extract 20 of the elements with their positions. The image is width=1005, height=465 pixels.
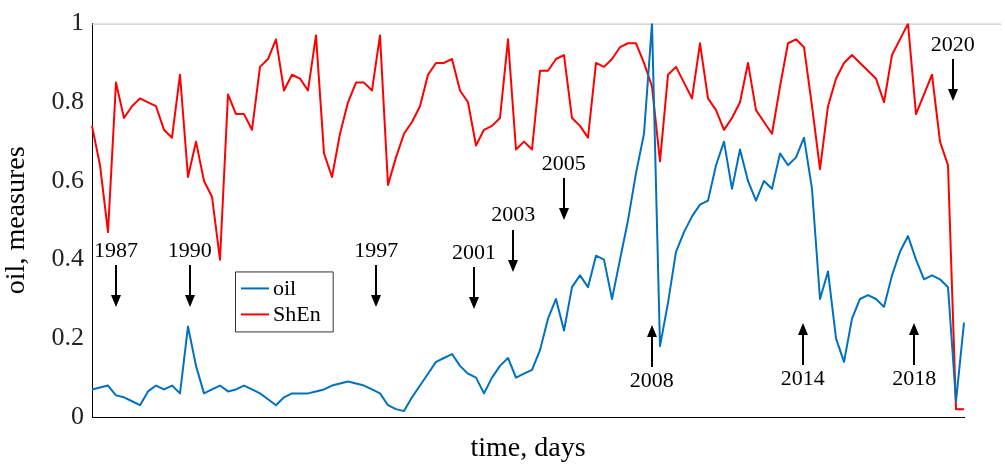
annotation: 2014 bbox=[780, 365, 825, 391]
annotation: 1987 bbox=[93, 236, 138, 262]
y-tick-label: 0 bbox=[71, 400, 84, 430]
x-axis-title: time, days bbox=[470, 430, 586, 462]
y-tick-label: 0.2 bbox=[51, 322, 84, 352]
annotation: 2003 bbox=[491, 201, 536, 227]
annotation: 2001 bbox=[451, 238, 496, 264]
legend-label: oil bbox=[273, 275, 297, 301]
y-tick-label: 0.4 bbox=[51, 243, 84, 273]
annotation: 1997 bbox=[354, 236, 399, 262]
y-tick-label: 0.6 bbox=[51, 164, 84, 194]
y-tick-label: 1 bbox=[71, 7, 84, 37]
annotation: 2018 bbox=[892, 365, 937, 391]
annotation: 2008 bbox=[629, 367, 674, 393]
annotation: 2020 bbox=[930, 31, 975, 57]
y-axis-title: oil, measures bbox=[0, 146, 31, 295]
annotation: 2005 bbox=[541, 150, 586, 176]
annotation: 1990 bbox=[167, 236, 212, 262]
y-tick-label: 0.8 bbox=[51, 86, 84, 116]
legend-label: ShEn bbox=[273, 301, 321, 327]
